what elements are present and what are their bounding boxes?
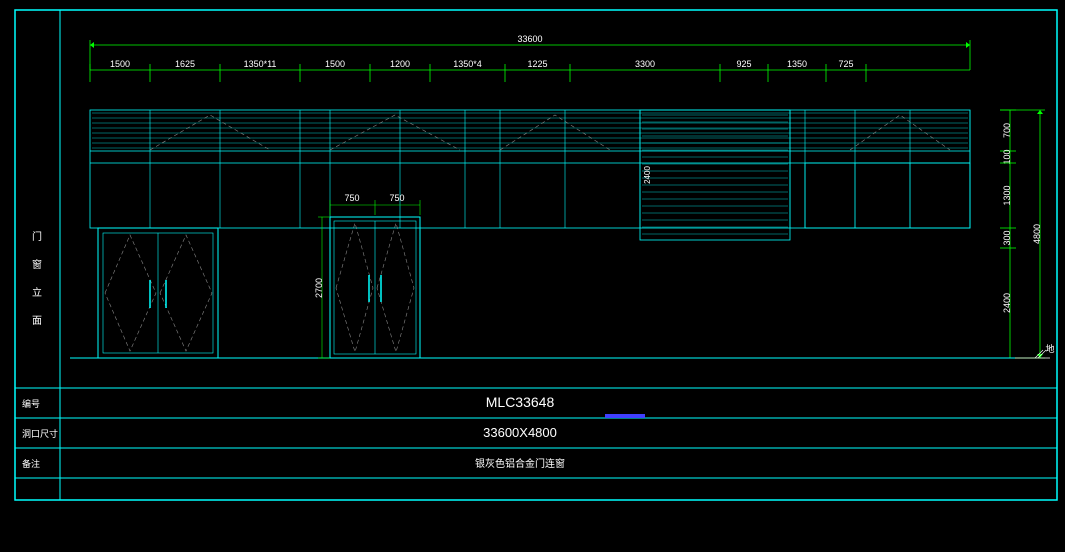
side-label-1: 窗	[32, 258, 42, 271]
dim-top-seg-10: 725	[838, 59, 853, 69]
cad-drawing-canvas: 门 窗 立 面 编号 MLC33648 洞口尺寸 33600X4800 备注 银…	[0, 0, 1065, 552]
dim-right-seg-1: 100	[1002, 149, 1012, 164]
dim-top-seg-2: 1350*11	[244, 59, 277, 69]
subdim-right: 750	[389, 193, 404, 203]
dim-top-seg-8: 925	[736, 59, 751, 69]
info-label-2: 备注	[22, 458, 40, 469]
side-label-3: 面	[32, 316, 42, 327]
cursor-mark	[605, 414, 645, 418]
dim-top-seg-4: 1200	[390, 59, 410, 69]
dim-right-seg-0: 700	[1002, 123, 1012, 138]
side-label-0: 门	[32, 230, 42, 243]
info-label-0: 编号	[22, 398, 40, 409]
dim-top-seg-3: 1500	[325, 59, 345, 69]
dim-top-seg-1: 1625	[175, 59, 195, 69]
dim-top-seg-9: 1350	[787, 59, 807, 69]
subdim-left: 750	[344, 193, 359, 203]
info-value-2: 银灰色铝合金门连窗	[475, 457, 565, 470]
info-label-1: 洞口尺寸	[22, 428, 58, 439]
side-label-2: 立	[32, 286, 42, 299]
dim-top-seg-6: 1225	[527, 59, 547, 69]
dim-right-seg-2: 1300	[1002, 185, 1012, 205]
dim-right-seg-4: 2400	[1002, 293, 1012, 313]
dim-right-seg-3: 300	[1002, 230, 1012, 245]
dim-overall-text: 33600	[517, 34, 542, 44]
shutter-height-text: 2400	[643, 166, 652, 184]
dim-right-overall-text: 4800	[1032, 224, 1042, 244]
dim-top-seg-5: 1350*4	[453, 59, 482, 69]
info-value-0: MLC33648	[486, 394, 555, 410]
door-height-text: 2700	[314, 278, 324, 298]
ground-label: 地	[1045, 343, 1054, 354]
dim-top-seg-0: 1500	[110, 59, 130, 69]
dim-top-seg-7: 3300	[635, 59, 655, 69]
info-value-1: 33600X4800	[483, 425, 557, 440]
